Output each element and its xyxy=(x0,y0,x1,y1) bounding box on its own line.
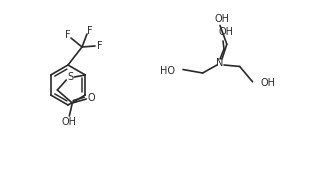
Text: F: F xyxy=(97,41,103,51)
Text: OH: OH xyxy=(218,27,234,37)
Text: OH: OH xyxy=(214,14,229,24)
Text: HO: HO xyxy=(160,66,175,76)
Text: S: S xyxy=(67,72,73,82)
Text: O: O xyxy=(87,93,95,103)
Text: OH: OH xyxy=(62,117,77,127)
Text: OH: OH xyxy=(260,78,275,88)
Text: F: F xyxy=(87,26,93,36)
Text: N: N xyxy=(216,58,224,68)
Text: F: F xyxy=(65,30,71,40)
